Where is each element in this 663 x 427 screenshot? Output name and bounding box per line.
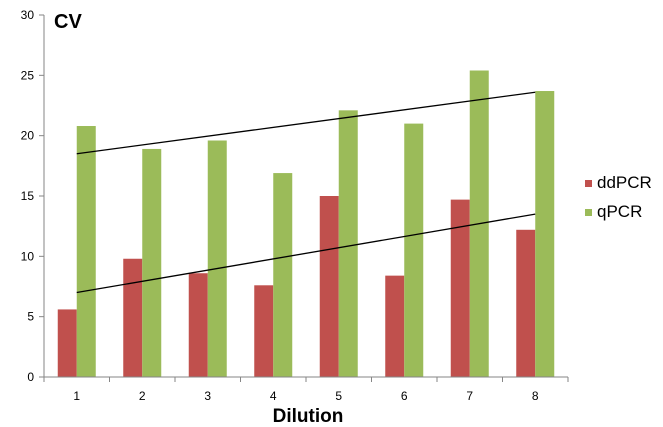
x-tick-label-2: 2 bbox=[139, 389, 146, 403]
x-tick-label-4: 4 bbox=[270, 389, 277, 403]
y-tick-label-5: 5 bbox=[27, 310, 34, 324]
x-tick-label-7: 7 bbox=[466, 389, 473, 403]
bar-ddpcr-1 bbox=[57, 309, 77, 377]
trendline-ddpcr bbox=[76, 213, 536, 294]
x-tick-label-5: 5 bbox=[335, 389, 342, 403]
legend-swatch-ddpcr bbox=[585, 180, 592, 187]
legend-swatch-qpcr bbox=[585, 209, 592, 216]
x-axis-title: Dilution bbox=[273, 406, 344, 427]
y-tick-label-0: 0 bbox=[27, 370, 34, 384]
bar-ddpcr-6 bbox=[385, 275, 405, 377]
axes-layer: 0 5 10 15 20 25 30 1 2 3 4 5 6 7 8 bbox=[21, 8, 569, 403]
bar-ddpcr-8 bbox=[516, 229, 536, 377]
bar-qpcr-6 bbox=[404, 123, 424, 377]
bar-ddpcr-2 bbox=[123, 258, 143, 377]
trendline-qpcr bbox=[76, 91, 536, 155]
y-axis-title: CV bbox=[54, 11, 82, 33]
y-tick-label-10: 10 bbox=[21, 249, 35, 263]
legend: ddPCR qPCR bbox=[585, 173, 652, 221]
x-tick-label-1: 1 bbox=[73, 389, 80, 403]
bar-ddpcr-5 bbox=[319, 196, 339, 377]
y-tick-label-20: 20 bbox=[21, 129, 35, 143]
bar-qpcr-1 bbox=[76, 126, 96, 377]
x-tick-label-8: 8 bbox=[532, 389, 539, 403]
trendlines-layer bbox=[76, 91, 536, 294]
bar-qpcr-8 bbox=[535, 91, 555, 378]
x-tick-label-6: 6 bbox=[401, 389, 408, 403]
bar-ddpcr-3 bbox=[188, 273, 208, 377]
y-tick-label-30: 30 bbox=[21, 8, 35, 22]
y-tick-label-25: 25 bbox=[21, 68, 35, 82]
bars-layer bbox=[57, 70, 555, 378]
bar-qpcr-3 bbox=[207, 140, 227, 377]
x-tick-label-3: 3 bbox=[204, 389, 211, 403]
bar-ddpcr-4 bbox=[254, 285, 274, 377]
bar-qpcr-5 bbox=[338, 110, 358, 378]
bar-qpcr-2 bbox=[142, 148, 162, 377]
legend-label-ddpcr: ddPCR bbox=[597, 173, 652, 192]
y-tick-label-15: 15 bbox=[21, 189, 35, 203]
bar-ddpcr-7 bbox=[450, 199, 470, 377]
legend-label-qpcr: qPCR bbox=[597, 202, 642, 221]
bar-qpcr-4 bbox=[273, 173, 293, 377]
